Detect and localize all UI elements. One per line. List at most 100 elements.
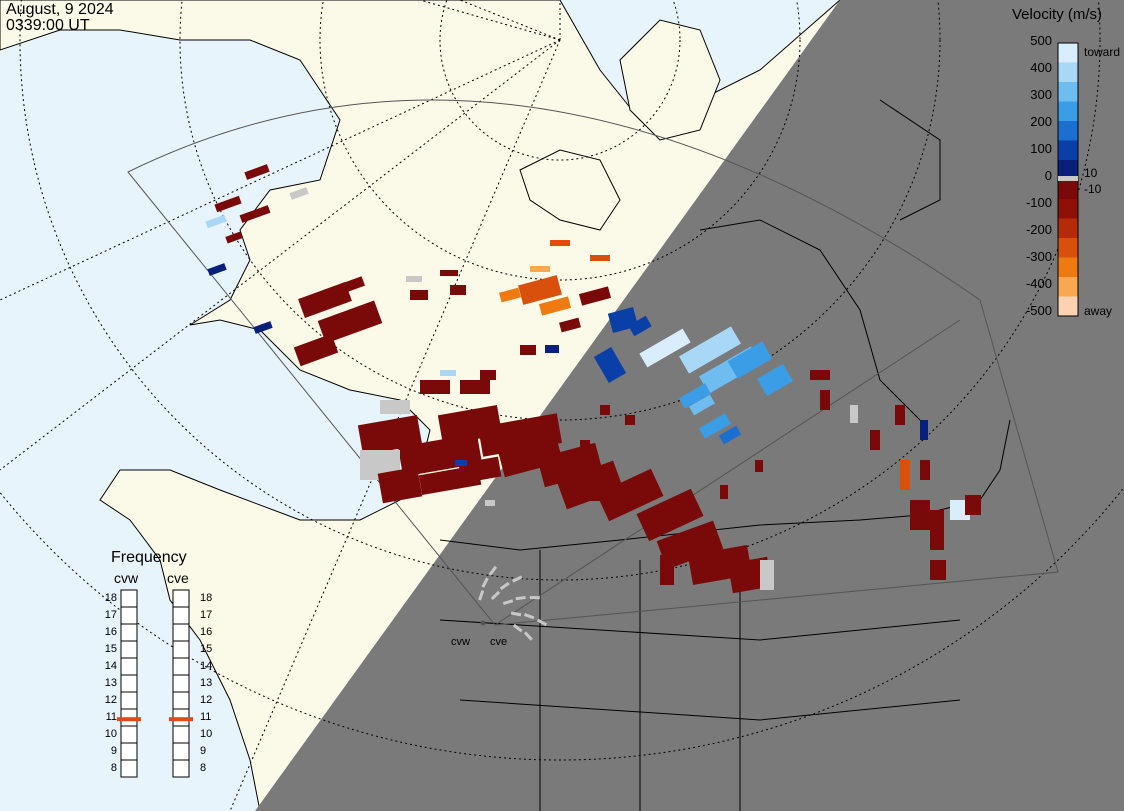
velocity-cell [512,575,523,583]
velocity-cell [550,240,570,246]
velocity-cell [590,495,602,501]
frequency-cell [120,725,138,744]
velocity-cells [205,164,981,641]
frequency-cell [172,759,190,778]
velocity-cell [679,326,741,374]
frequency-level-label: 12 [200,694,213,706]
velocity-cell [930,560,946,580]
frequency-cell [172,725,190,744]
velocity-cell [810,370,830,380]
velocity-cell [556,460,624,510]
velocity-cell [625,415,635,425]
velocity-cell [529,596,540,600]
frequency-cell [120,623,138,642]
velocity-cell [920,420,928,440]
velocity-cell [499,287,521,303]
frequency-cell [120,606,138,625]
inner-negative-label: -10 [1084,182,1102,196]
velocity-cell [596,468,664,522]
frequency-cell [172,657,190,676]
site-label-cve: cve [490,636,508,648]
velocity-cell [965,495,981,515]
velocity-cell [512,623,523,633]
velocity-cell [225,231,243,244]
radar-site-marker [480,620,486,626]
frequency-level-label: 9 [200,745,207,757]
colorbar-tick-label: -500 [1025,303,1052,318]
colorbar-tick-label: -100 [1025,195,1052,210]
velocity-cell [628,315,652,337]
velocity-cell [727,341,773,379]
velocity-cell [545,345,559,353]
velocity-cell [377,466,423,504]
colorbar-segment [1058,82,1078,102]
velocity-cell [410,290,428,300]
frequency-level-label: 14 [104,660,117,672]
frequency-level-label: 13 [104,677,117,689]
velocity-colorbar [1057,42,1079,317]
velocity-cell [580,440,590,460]
colorbar-segment [1058,257,1078,278]
frequency-cell [120,691,138,710]
time-label: 0339:00 UT [6,17,90,34]
fov-boundary [494,319,961,626]
colorbar-segment [1058,296,1078,317]
frequency-level-label: 11 [105,711,117,723]
velocity-cell [760,560,774,590]
velocity-cell [689,394,715,416]
colorbar-segment [1058,277,1078,297]
velocity-cell [239,205,271,223]
velocity-cell [289,187,309,200]
colorbar-tick-label: -200 [1025,222,1052,237]
velocity-cell [530,266,550,272]
velocity-cell [930,510,944,550]
frequency-level-label: 13 [200,677,213,689]
velocity-cell [205,214,227,229]
velocity-cell [298,282,352,318]
velocity-cell [593,347,627,383]
velocity-cell [244,164,270,180]
velocity-cell [895,405,905,425]
colorbar-segment [1058,179,1078,200]
date-label: August, 9 2024 [6,1,114,18]
frequency-level-label: 15 [200,643,213,655]
radar-label-cvw: cvw [114,570,139,586]
velocity-cell [578,286,612,306]
colorbar-tick-label: -400 [1025,276,1052,291]
away-label: away [1084,304,1113,318]
colorbar-title: Velocity (m/s) [1012,6,1103,23]
velocity-cell [755,460,763,472]
colorbar-segment [1058,199,1078,219]
frequency-cell [172,589,190,608]
colorbar-tick-label: 100 [1030,141,1052,156]
frequency-level-label: 18 [104,592,117,604]
velocity-cell [357,415,423,455]
velocity-cell [636,488,704,542]
velocity-cell [478,590,485,601]
velocity-cell [900,460,910,490]
colorbar-segment [1058,218,1078,239]
toward-label: toward [1084,45,1121,59]
colorbar-zero-band [1058,176,1078,181]
frequency-level-label: 17 [200,609,213,621]
inner-positive-label: 10 [1084,166,1098,180]
frequency-level-label: 8 [200,762,207,774]
velocity-cell [502,599,514,606]
frequency-cell [172,640,190,659]
velocity-cell [600,405,610,415]
frequency-cell [172,674,190,693]
frequency-level-label: 14 [200,660,213,672]
velocity-cell [590,255,610,261]
velocity-cell [440,370,456,376]
frequency-cell [172,606,190,625]
velocity-cell [317,300,383,344]
velocity-cell [523,631,533,641]
frequency-title: Frequency [111,549,187,566]
frequency-cell [172,742,190,761]
colorbar-segment [1058,101,1078,122]
velocity-cell [458,456,502,484]
frequency-level-label: 8 [110,762,117,774]
velocity-cell [910,500,930,530]
